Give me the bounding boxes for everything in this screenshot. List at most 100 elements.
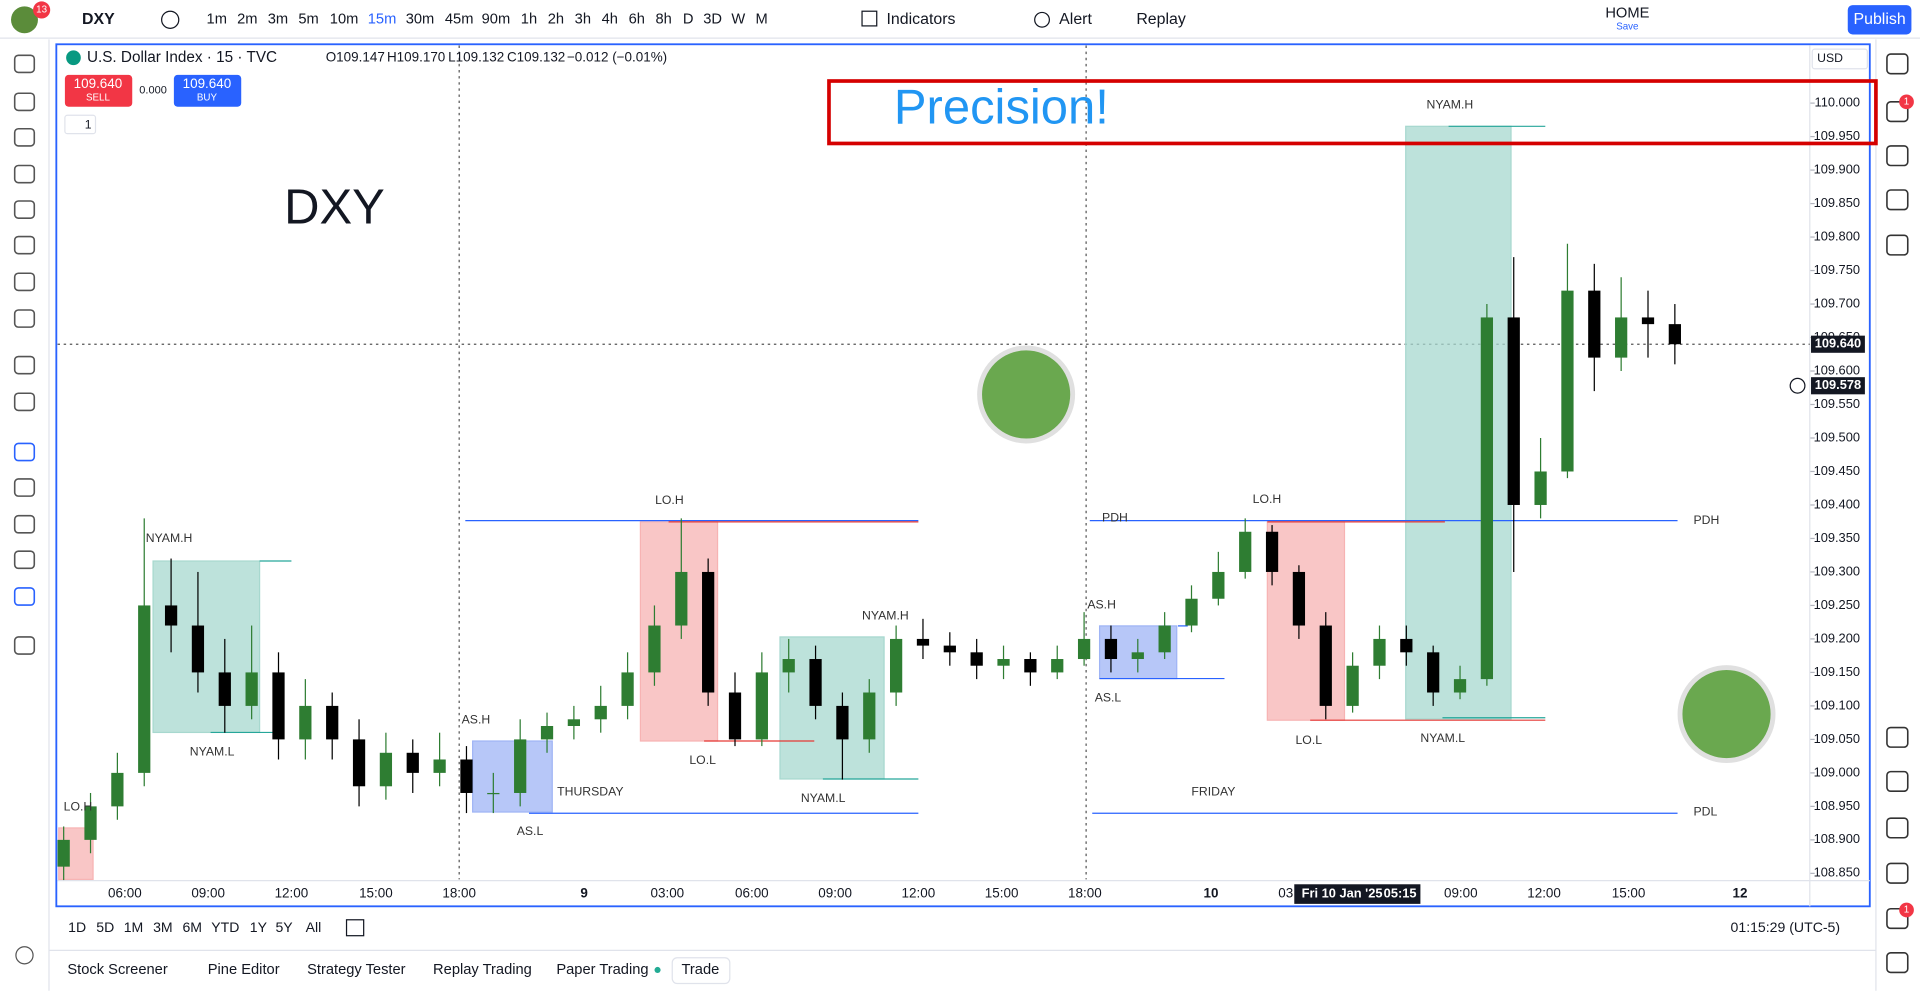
tool-icon[interactable] [13, 587, 36, 606]
avatar[interactable] [11, 6, 38, 34]
favorites-icon[interactable] [15, 946, 34, 965]
side-icon[interactable] [1886, 770, 1909, 793]
tool-icon[interactable] [13, 550, 36, 570]
tool-icon[interactable] [13, 309, 36, 328]
add-symbol[interactable] [161, 10, 180, 29]
range[interactable]: YTD [211, 919, 239, 935]
bottom-tab[interactable]: Pine Editor [208, 962, 280, 978]
legend-ohlc: H109.170 [387, 49, 445, 64]
tool-icon[interactable] [13, 127, 36, 147]
tool-icon[interactable] [13, 164, 36, 184]
range[interactable]: 1Y [250, 919, 268, 935]
timeframe[interactable]: 15m [368, 12, 397, 28]
tool-icon[interactable] [13, 636, 36, 655]
bottom-tab[interactable]: Paper Trading [556, 962, 648, 978]
bottom-tab[interactable]: Stock Screener [67, 962, 168, 978]
layout-name[interactable]: HOME [1605, 6, 1649, 22]
timeframe[interactable]: 3D [703, 12, 722, 28]
timeframe[interactable]: W [731, 12, 745, 28]
tool-icon[interactable] [13, 478, 36, 497]
x-tick-label: 09:00 [1444, 886, 1478, 901]
timeframe[interactable]: 8h [656, 12, 672, 28]
tool-icon[interactable] [13, 514, 36, 534]
bottom-tab[interactable]: Replay Trading [433, 962, 532, 978]
side-icon[interactable] [1886, 53, 1909, 75]
side-icon[interactable] [1886, 907, 1909, 930]
annotation: NYAM.H [146, 531, 193, 545]
candle-body [1185, 598, 1198, 626]
timeframe[interactable]: 10m [330, 12, 359, 28]
bottom-tab[interactable]: Strategy Tester [307, 962, 406, 978]
tool-icon[interactable] [13, 272, 36, 292]
side-icon[interactable] [1886, 145, 1909, 167]
side-icon[interactable] [1886, 726, 1909, 748]
buy-button[interactable] [173, 74, 242, 107]
symbol[interactable]: DXY [82, 11, 115, 28]
side-icon[interactable] [1886, 862, 1909, 884]
tool-icon[interactable] [13, 392, 36, 412]
bottom-tab[interactable]: Trade [681, 962, 719, 978]
notif-badge [33, 1, 51, 19]
candle-body [755, 672, 768, 740]
chart-frame [55, 43, 1871, 908]
x-tick-label: 12:00 [902, 886, 936, 901]
range[interactable]: 1M [124, 919, 144, 935]
candle-body [1319, 625, 1332, 706]
annotation: LO.H [1253, 492, 1282, 506]
range[interactable]: 1D [68, 919, 86, 935]
add-alert[interactable] [1789, 377, 1806, 394]
alert[interactable]: Alert [1059, 11, 1092, 28]
timeframe[interactable]: 30m [406, 12, 435, 28]
timeframe[interactable]: M [756, 12, 768, 28]
indicators[interactable]: Indicators [887, 11, 956, 28]
legend-ohlc: L109.132 [448, 49, 504, 64]
candle-body [272, 672, 285, 740]
session-box [472, 740, 553, 813]
tool-icon[interactable] [13, 442, 36, 462]
timeframe[interactable]: 3m [268, 12, 288, 28]
tool-icon[interactable] [13, 54, 36, 74]
currency-box[interactable] [1811, 48, 1868, 70]
tool-icon[interactable] [13, 92, 36, 112]
tool-icon[interactable] [13, 235, 36, 255]
tool-icon[interactable] [13, 200, 36, 219]
timeframe[interactable]: 2h [548, 12, 564, 28]
side-icon[interactable] [1886, 952, 1909, 974]
timeframe[interactable]: 3h [575, 12, 591, 28]
side-icon[interactable] [1886, 817, 1909, 839]
replay[interactable]: Replay [1136, 11, 1186, 28]
annotation: LO.L [1296, 733, 1323, 747]
sell-button[interactable] [64, 74, 133, 107]
candle-body [836, 705, 849, 740]
y-tick-label: 109.100 [1814, 697, 1860, 712]
timeframe[interactable]: 6h [629, 12, 645, 28]
candle-body [514, 739, 527, 793]
range[interactable]: 6M [182, 919, 202, 935]
range[interactable]: 3M [153, 919, 173, 935]
candle-body [1292, 571, 1306, 626]
tool-icon[interactable] [13, 355, 36, 375]
indicators-icon[interactable] [861, 10, 878, 27]
timeframe[interactable]: 2m [237, 12, 257, 28]
timeframe[interactable]: 90m [482, 12, 511, 28]
candle-body [1346, 665, 1359, 706]
timeframe[interactable]: 45m [445, 12, 474, 28]
candle-body [326, 705, 339, 740]
timeframe[interactable]: 4h [602, 12, 618, 28]
timeframe[interactable]: D [683, 12, 694, 28]
candle-body [1373, 638, 1386, 666]
timeframe[interactable]: 1h [521, 12, 537, 28]
range[interactable]: 5D [96, 919, 114, 935]
timeframe[interactable]: 1m [207, 12, 227, 28]
legend-title: U.S. Dollar Index · 15 · TVC [87, 49, 277, 66]
range[interactable]: 5Y [275, 919, 293, 935]
alert-icon[interactable] [1034, 11, 1050, 28]
range[interactable]: All [306, 919, 322, 935]
publish-button[interactable] [1847, 5, 1912, 35]
side-icon[interactable] [1886, 101, 1909, 123]
side-icon[interactable] [1886, 234, 1909, 256]
indicator-toggle[interactable] [64, 114, 97, 135]
date-range-icon[interactable] [345, 919, 365, 937]
side-icon[interactable] [1886, 189, 1909, 211]
timeframe[interactable]: 5m [298, 12, 318, 28]
